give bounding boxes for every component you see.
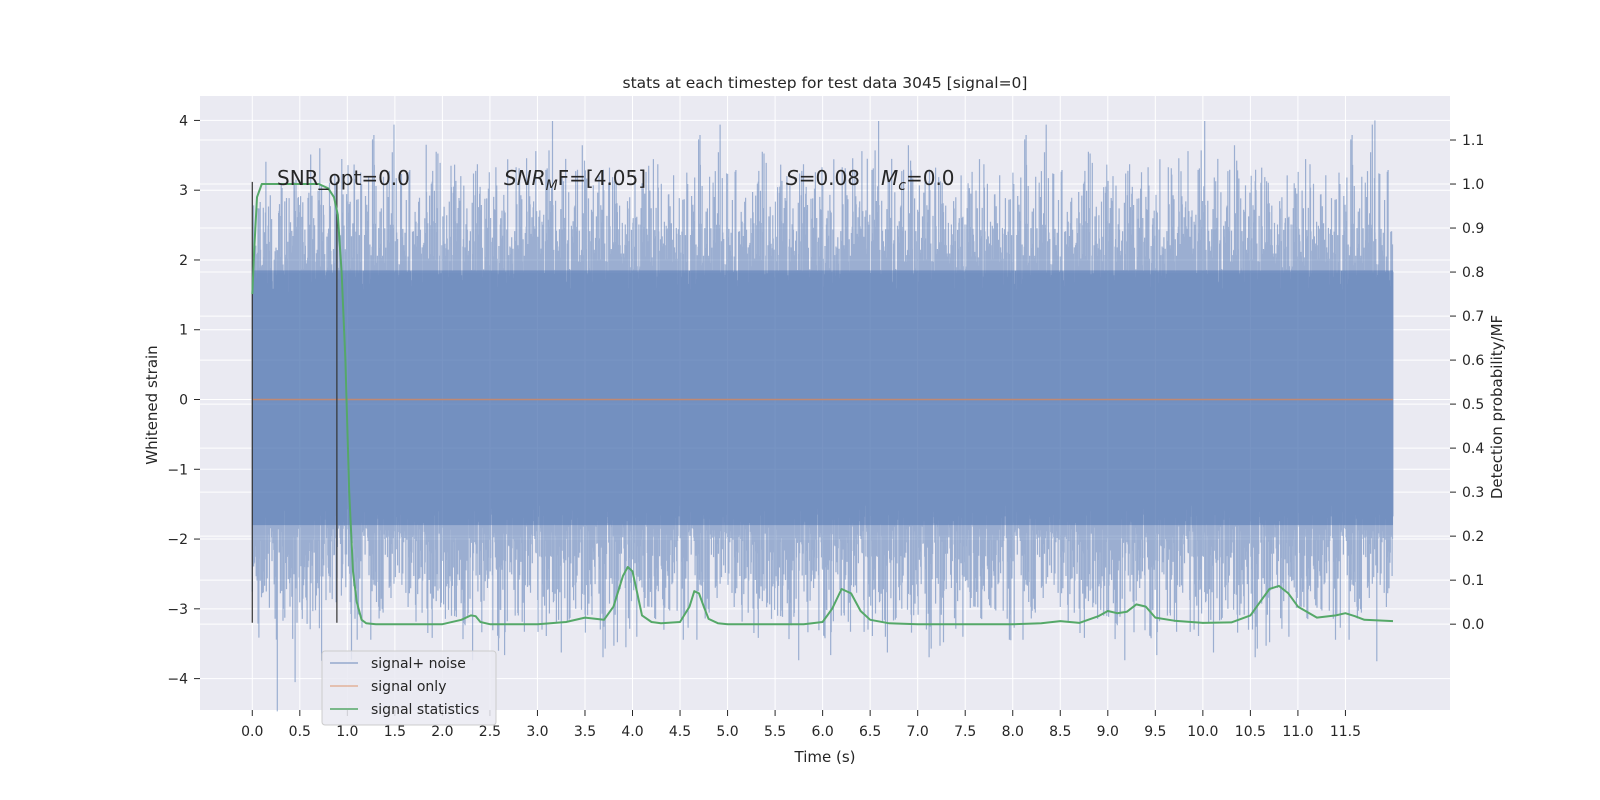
annotation-s: S=0.08 [786,166,860,190]
annotation-mc: Mc=0.0 [881,166,955,194]
y2-tick-label: 1.1 [1462,133,1484,149]
mc-sub: c [898,178,906,194]
y2-tick-label: 0.2 [1462,529,1484,545]
y2-tick-label: 0.4 [1462,441,1484,457]
mc-base: M [881,166,898,190]
y2-tick-label: 0.6 [1462,353,1484,369]
snr-mf-rest: F=[4.05] [558,166,646,190]
y2-tick-label: 1.0 [1462,177,1484,193]
y-tick-label: −3 [167,602,188,618]
signal-noise-series [251,120,1394,712]
legend-stats-label: signal statistics [371,702,479,718]
x-tick-label: 1.5 [384,724,406,740]
x-tick-label: 3.5 [574,724,596,740]
x-tick-label: 4.5 [669,724,691,740]
y-tick-label: −1 [167,462,188,478]
y2-tick-label: 0.9 [1462,221,1484,237]
x-tick-label: 6.5 [859,724,881,740]
x-tick-label: 4.0 [621,724,643,740]
x-tick-label: 0.5 [289,724,311,740]
legend: signal+ noise signal only signal statist… [321,650,497,726]
axis-ticks: 0.0 0.5 1.0 1.5 2.0 2.5 3.0 3.5 4.0 4.5 5.0 5.5 6.0 6… [167,113,1484,740]
x-tick-label: 1.0 [336,724,358,740]
x-axis-label: Time (s) [794,748,856,766]
y2-tick-label: 0.1 [1462,573,1484,589]
y-tick-label: −4 [167,672,188,688]
annotation-snr-opt: SNR_opt=0.0 [277,166,410,190]
x-tick-label: 10.0 [1187,724,1218,740]
x-tick-label: 0.0 [241,724,263,740]
x-tick-label: 7.0 [907,724,929,740]
y-axis-label: Whitened strain [143,345,161,464]
legend-noise-label: signal+ noise [371,656,466,672]
chart-title: stats at each timestep for test data 304… [623,74,1028,92]
y-tick-label: 2 [179,253,188,269]
x-tick-label: 5.0 [716,724,738,740]
detection-window-lines [251,181,338,623]
x-tick-label: 8.5 [1049,724,1071,740]
s-rest: =0.08 [799,166,860,190]
x-tick-label: 10.5 [1235,724,1266,740]
x-tick-label: 8.0 [1002,724,1024,740]
y2-tick-label: 0.8 [1462,265,1484,281]
y2-tick-label: 0.7 [1462,309,1484,325]
legend-box [321,650,497,726]
x-tick-label: 7.5 [954,724,976,740]
y2-tick-label: 0.0 [1462,617,1484,633]
y-tick-label: 1 [179,323,188,339]
x-tick-label: 3.0 [526,724,548,740]
x-tick-label: 6.0 [811,724,833,740]
x-tick-label: 9.0 [1097,724,1119,740]
annotation-snr-mf: SNRMF=[4.05] [504,166,646,194]
x-tick-label: 11.5 [1330,724,1361,740]
mc-rest: =0.0 [906,166,955,190]
y2-axis-label: Detection probability/MF [1488,315,1506,499]
x-tick-label: 5.5 [764,724,786,740]
x-tick-label: 9.5 [1144,724,1166,740]
legend-signal-label: signal only [371,679,446,695]
y-tick-label: 0 [179,393,188,409]
snr-mf-sub: M [546,178,558,194]
s-italic: S [786,166,799,190]
y-tick-label: 3 [179,183,188,199]
y2-tick-label: 0.5 [1462,397,1484,413]
x-tick-label: 2.0 [431,724,453,740]
y-tick-label: 4 [179,113,188,129]
y-tick-label: −2 [167,532,188,548]
signal-statistics-line [251,183,1394,626]
snr-mf-base: SNR [504,166,546,190]
x-tick-label: 11.0 [1282,724,1313,740]
x-tick-label: 2.5 [479,724,501,740]
signal-statistics-series [251,183,1394,626]
y2-tick-label: 0.3 [1462,485,1484,501]
